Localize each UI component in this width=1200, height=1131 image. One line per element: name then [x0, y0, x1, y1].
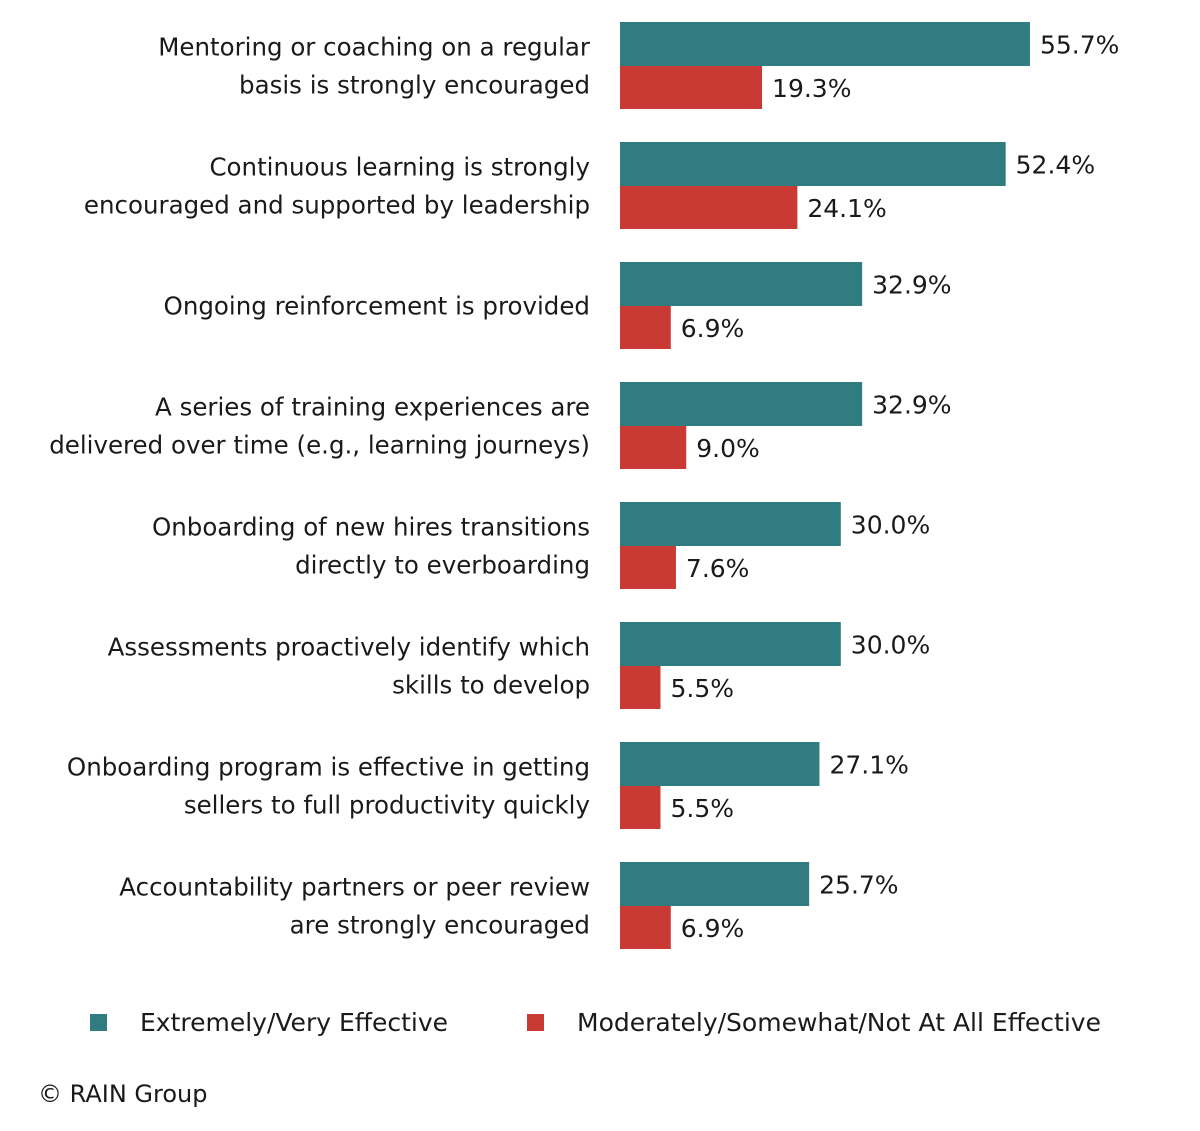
data-label: 19.3%	[772, 74, 851, 103]
category-label: A series of training experiences are	[155, 393, 590, 422]
legend-item-not-effective: Moderately/Somewhat/Not At All Effective	[527, 1008, 1101, 1037]
data-label: 25.7%	[819, 871, 898, 900]
category-label: Accountability partners or peer review	[119, 873, 590, 902]
copyright: © RAIN Group	[38, 1080, 208, 1108]
bar-not-effective	[620, 426, 687, 469]
bar-effective	[620, 862, 810, 906]
category-label: Mentoring or coaching on a regular	[158, 33, 591, 62]
category-label: directly to everboarding	[295, 551, 590, 580]
bar-not-effective	[620, 546, 676, 589]
data-label: 6.9%	[681, 314, 745, 343]
data-label: 27.1%	[829, 751, 908, 780]
bar-not-effective	[620, 186, 798, 229]
data-label: 24.1%	[807, 194, 886, 223]
category-label: Assessments proactively identify which	[108, 633, 590, 662]
legend-swatch-teal	[90, 1014, 107, 1031]
data-label: 5.5%	[670, 794, 734, 823]
category-label: Onboarding of new hires transitions	[152, 513, 590, 542]
category-label: delivered over time (e.g., learning jour…	[49, 431, 590, 460]
category-label: are strongly encouraged	[290, 911, 590, 940]
category-label: skills to develop	[392, 671, 590, 700]
bar-not-effective	[620, 66, 763, 109]
bar-chart: Mentoring or coaching on a regular basis …	[49, 22, 1119, 949]
data-label: 30.0%	[851, 511, 930, 540]
legend-swatch-red	[527, 1014, 544, 1031]
bar-not-effective	[620, 306, 671, 349]
bar-effective	[620, 382, 863, 426]
legend-label: Extremely/Very Effective	[140, 1008, 449, 1037]
data-label: 5.5%	[670, 674, 734, 703]
data-label: 55.7%	[1040, 31, 1119, 60]
category-label: Ongoing reinforcement is provided	[164, 292, 590, 321]
bar-effective	[620, 22, 1030, 66]
category-label: basis is strongly encouraged	[239, 71, 590, 100]
category-label: sellers to full productivity quickly	[184, 791, 590, 820]
bar-effective	[620, 142, 1006, 186]
data-label: 9.0%	[696, 434, 760, 463]
data-label: 30.0%	[851, 631, 930, 660]
bar-effective	[620, 742, 820, 786]
data-label: 7.6%	[686, 554, 750, 583]
legend-item-effective: Extremely/Very Effective	[90, 1008, 448, 1037]
legend-label: Moderately/Somewhat/Not At All Effective	[577, 1008, 1101, 1037]
bar-effective	[620, 622, 841, 666]
data-label: 52.4%	[1016, 151, 1095, 180]
category-label: encouraged and supported by leadership	[84, 191, 590, 220]
data-label: 32.9%	[872, 391, 951, 420]
bar-effective	[620, 262, 863, 306]
bar-not-effective	[620, 666, 661, 709]
bar-not-effective	[620, 906, 671, 949]
category-label: Onboarding program is effective in getti…	[67, 753, 590, 782]
category-label: Continuous learning is strongly	[209, 153, 590, 182]
data-label: 6.9%	[681, 914, 745, 943]
data-label: 32.9%	[872, 271, 951, 300]
bar-effective	[620, 502, 841, 546]
bar-not-effective	[620, 786, 661, 829]
